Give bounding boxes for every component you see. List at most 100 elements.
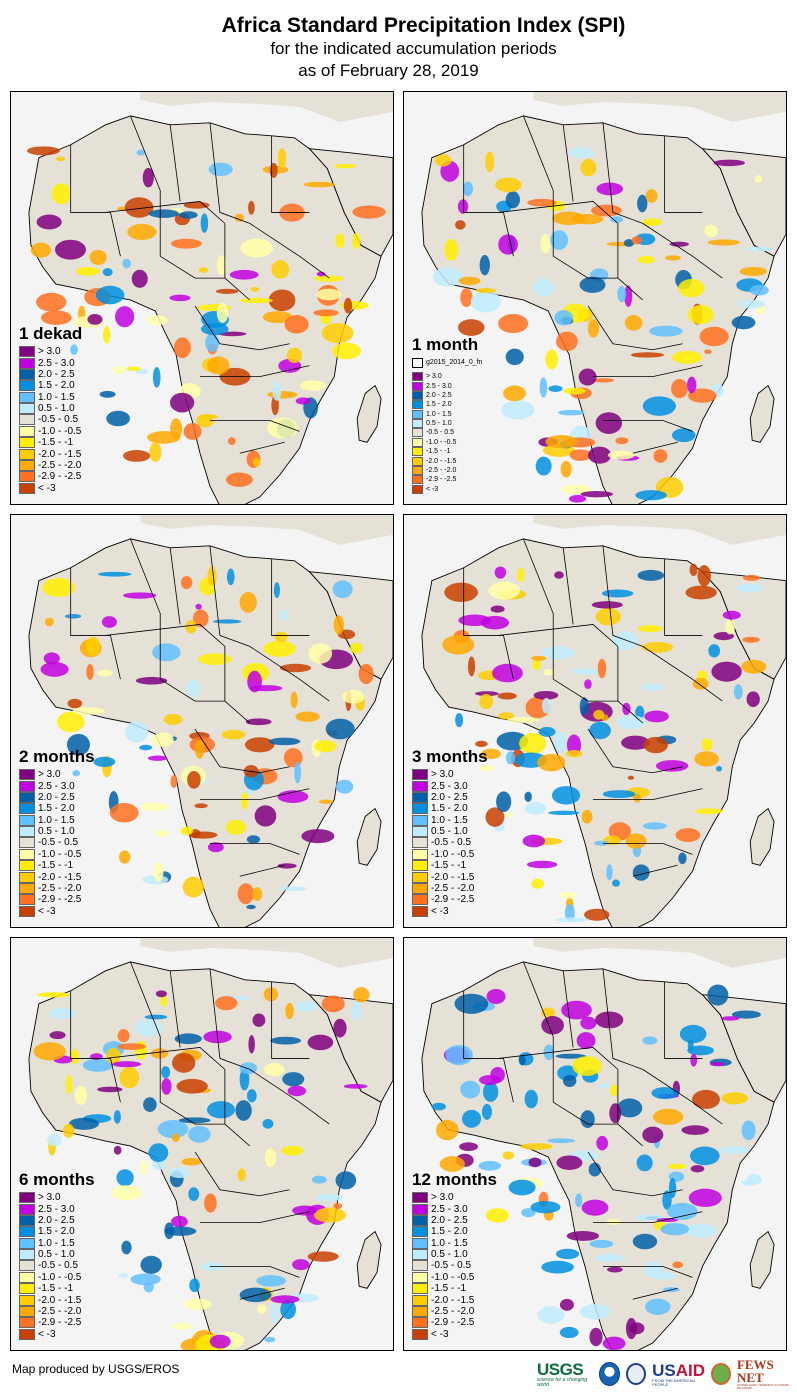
spi-cell: [40, 661, 69, 677]
spi-cell: [85, 636, 101, 657]
spi-cell: [637, 625, 663, 633]
spi-cell: [625, 833, 647, 849]
legend-item: > 3.0: [412, 372, 482, 382]
spi-cell: [458, 276, 481, 286]
spi-cell: [180, 826, 193, 836]
spi-cell: [64, 614, 82, 619]
arabia-landmass: [308, 571, 393, 680]
legend-item: > 3.0: [19, 769, 95, 781]
spi-cell: [136, 149, 146, 156]
legend-item: -1.0 - -0.5: [19, 848, 95, 860]
spi-cell: [535, 456, 552, 476]
africa-landmass: [421, 115, 775, 504]
country-border: [498, 624, 619, 647]
spi-cell: [147, 755, 168, 761]
spi-cell: [99, 390, 116, 398]
legend-swatch: [412, 780, 428, 792]
legend-label: 1.0 - 1.5: [38, 1237, 75, 1249]
legend-label: -2.0 - -1.5: [38, 1294, 82, 1306]
spi-cell: [263, 640, 296, 657]
spi-cell: [286, 347, 303, 363]
country-border: [664, 981, 703, 1059]
spi-cell: [215, 996, 238, 1011]
africa-map: [421, 515, 786, 927]
spi-cell: [578, 368, 597, 386]
legend-item: 2.0 - 2.5: [412, 791, 488, 803]
spi-cell: [485, 1208, 509, 1223]
legend-label: 2.5 - 3.0: [38, 357, 75, 369]
spi-cell: [325, 718, 355, 740]
spi-cell: [194, 803, 208, 809]
country-border: [523, 538, 554, 680]
country-border: [553, 678, 618, 702]
country-border: [553, 255, 618, 279]
country-border: [105, 201, 226, 224]
country-border: [632, 864, 678, 877]
spi-cell: [117, 1043, 146, 1050]
legend-swatch: [19, 1306, 35, 1318]
spi-cell: [485, 807, 505, 827]
spi-cell: [467, 656, 476, 677]
legend-label: 0.5 - 1.0: [426, 420, 452, 428]
spi-cell: [353, 987, 370, 1003]
spi-cell: [436, 1119, 459, 1141]
legend-swatch: [19, 871, 35, 883]
spi-cell: [597, 658, 607, 679]
country-border: [593, 1211, 703, 1224]
spi-cell: [241, 792, 249, 810]
legend-item: 1.0 - 1.5: [412, 1237, 497, 1249]
spi-cell: [245, 718, 272, 726]
spi-cell: [444, 238, 459, 261]
spi-cell: [247, 670, 262, 693]
spi-cell: [160, 994, 168, 1008]
spi-cell: [87, 314, 103, 325]
spi-cell: [462, 181, 473, 197]
legend-label: 0.5 - 1.0: [431, 826, 468, 838]
spi-cell: [168, 1166, 190, 1179]
spi-cell: [488, 581, 520, 600]
country-border: [602, 843, 693, 855]
legend-label: -2.9 - -2.5: [426, 476, 457, 484]
spi-cell: [637, 255, 655, 264]
spi-cell: [152, 366, 161, 388]
legend-swatch: [412, 769, 428, 781]
spi-cell: [545, 435, 578, 449]
spi-cell: [89, 249, 107, 265]
legend-swatch: [412, 1328, 428, 1340]
spi-cell: [125, 721, 149, 743]
legend-item: -0.5 - 0.5: [412, 428, 482, 438]
country-border: [587, 305, 683, 351]
spi-cell: [715, 765, 722, 772]
legend-label: -2.0 - -1.5: [38, 448, 82, 460]
spi-cell: [643, 1261, 663, 1279]
spi-cell: [616, 715, 647, 730]
legend-item: 1.0 - 1.5: [19, 1237, 95, 1249]
spi-cell: [135, 676, 168, 685]
spi-cell: [457, 199, 469, 214]
legend-item: > 3.0: [19, 1192, 95, 1204]
spi-cell: [174, 1033, 202, 1045]
spi-cell: [530, 1201, 561, 1214]
legend-swatch: [412, 1294, 428, 1306]
spi-cell: [637, 194, 648, 213]
spi-cell: [642, 396, 676, 416]
spi-cell: [569, 449, 592, 461]
spi-cell: [314, 1207, 347, 1223]
spi-cell: [134, 1019, 163, 1037]
spi-cell: [343, 1083, 368, 1089]
spi-cell: [642, 822, 667, 830]
legend-item: 0.5 - 1.0: [412, 1249, 497, 1261]
spi-cell: [475, 287, 497, 294]
spi-cell: [559, 1298, 574, 1311]
legend-label: 0.5 - 1.0: [38, 1249, 75, 1261]
spi-cell: [562, 1074, 577, 1087]
spi-cell: [124, 197, 154, 218]
spi-cell: [690, 1146, 720, 1166]
spi-cell: [169, 294, 191, 302]
madagascar-landmass: [356, 384, 382, 443]
legend-swatch: [412, 814, 428, 826]
spi-cell: [594, 1254, 627, 1262]
legend-swatch: [19, 826, 35, 838]
legend-title: 3 months: [412, 746, 488, 766]
spi-cell: [444, 582, 478, 602]
